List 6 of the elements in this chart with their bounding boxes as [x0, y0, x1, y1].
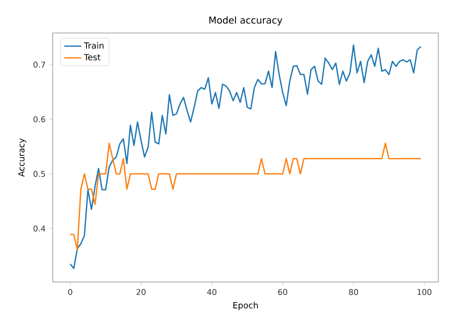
y-axis-title: Accuracy [18, 138, 26, 177]
line-series [70, 44, 422, 269]
legend-label: Test [84, 54, 100, 60]
legend-label: Train [84, 42, 104, 49]
chart-title: Model accuracy [209, 16, 282, 26]
x-axis-title: Epoch [233, 302, 258, 310]
